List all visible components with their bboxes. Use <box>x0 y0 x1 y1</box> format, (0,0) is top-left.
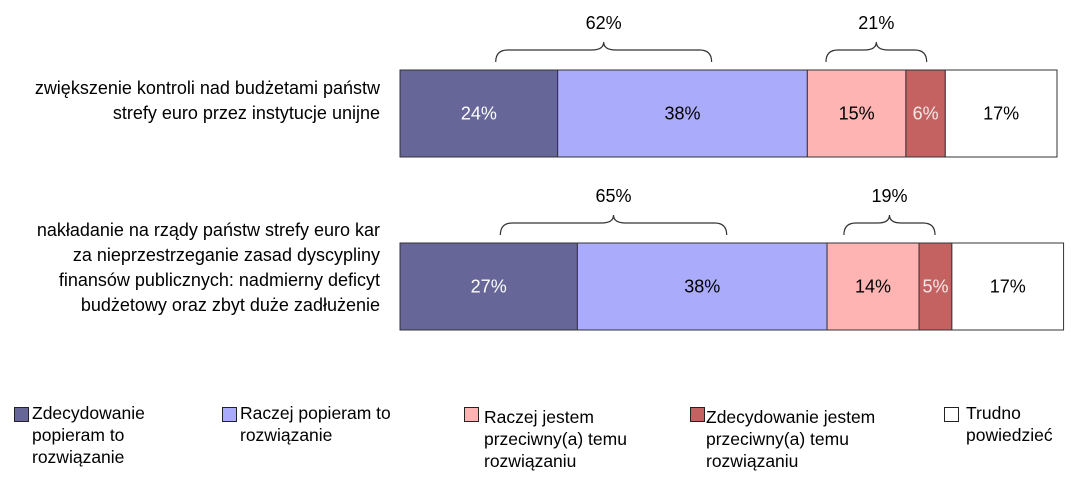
brace-label: 21% <box>858 13 894 33</box>
bar-segment <box>826 242 920 331</box>
value-label: 6% <box>913 103 939 123</box>
legend-label: Raczej popieram to rozwiązanie <box>240 403 391 445</box>
brace-label: 65% <box>596 186 632 206</box>
bar-segment <box>944 69 1058 158</box>
legend-label: Raczej jestem przeciwny(a) temu rozwiąza… <box>484 407 627 471</box>
legend-swatch <box>14 407 29 422</box>
legend-swatch <box>222 407 237 422</box>
value-label: 27% <box>471 276 507 296</box>
value-label: 24% <box>461 103 497 123</box>
bar-segment <box>918 242 953 331</box>
bar-segment <box>806 69 907 158</box>
value-label: 17% <box>990 276 1026 296</box>
legend-label: Zdecydowanie popieram to rozwiązanie <box>32 403 145 467</box>
value-label: 38% <box>684 276 720 296</box>
brace <box>499 214 728 236</box>
brace <box>843 214 936 236</box>
value-label: 17% <box>983 103 1019 123</box>
category-label: zwiększenie kontroli nad budżetami państ… <box>34 77 380 123</box>
legend-swatch <box>464 407 479 422</box>
bar-segment <box>557 69 808 158</box>
legend-swatch <box>944 407 959 422</box>
brace-label: 19% <box>871 186 907 206</box>
brace-label: 62% <box>586 13 622 33</box>
brace <box>495 41 713 63</box>
bar-segment <box>399 69 559 158</box>
legend-label: Zdecydowanie jestem przeciwny(a) temu ro… <box>706 407 876 471</box>
legend-label: Trudno powiedzieć <box>966 403 1053 445</box>
category-label: nakładanie na rządy państw strefy euro k… <box>36 219 380 315</box>
value-label: 5% <box>922 276 948 296</box>
legend-swatch <box>690 407 705 422</box>
value-label: 15% <box>839 103 875 123</box>
brace <box>825 41 928 63</box>
value-label: 14% <box>855 276 891 296</box>
value-label: 38% <box>664 103 700 123</box>
bar-segment <box>951 242 1065 331</box>
